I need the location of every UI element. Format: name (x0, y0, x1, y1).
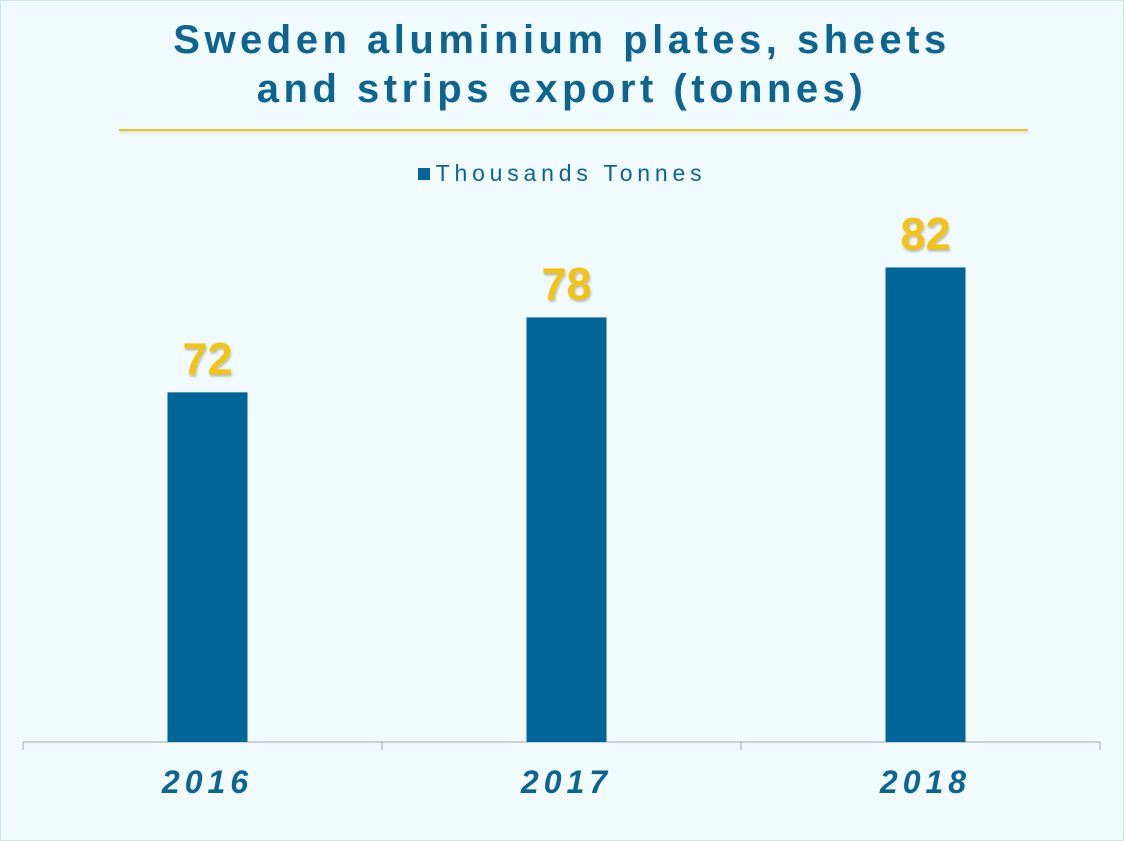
legend-label: Thousands Tonnes (435, 160, 707, 186)
bar-2017 (526, 317, 607, 742)
legend-swatch (417, 168, 430, 180)
data-label-2018: 82 (900, 208, 950, 259)
x-tick-label-2018: 2018 (879, 764, 971, 800)
x-tick-label-2017: 2017 (520, 764, 612, 800)
chart-title-line-1: Sweden aluminium plates, sheets (173, 18, 951, 62)
title-underline (119, 129, 1028, 131)
x-tick-label-2016: 2016 (161, 764, 253, 800)
data-label-2017: 78 (541, 258, 591, 309)
chart-title: Sweden aluminium plates, sheets and stri… (62, 16, 1062, 114)
bar-2016 (167, 392, 248, 742)
bar-2018 (885, 267, 966, 742)
chart-legend: Thousands Tonnes (0, 160, 1124, 187)
chart-title-line-2: and strips export (tonnes) (256, 67, 868, 111)
data-label-2016: 72 (182, 333, 232, 384)
